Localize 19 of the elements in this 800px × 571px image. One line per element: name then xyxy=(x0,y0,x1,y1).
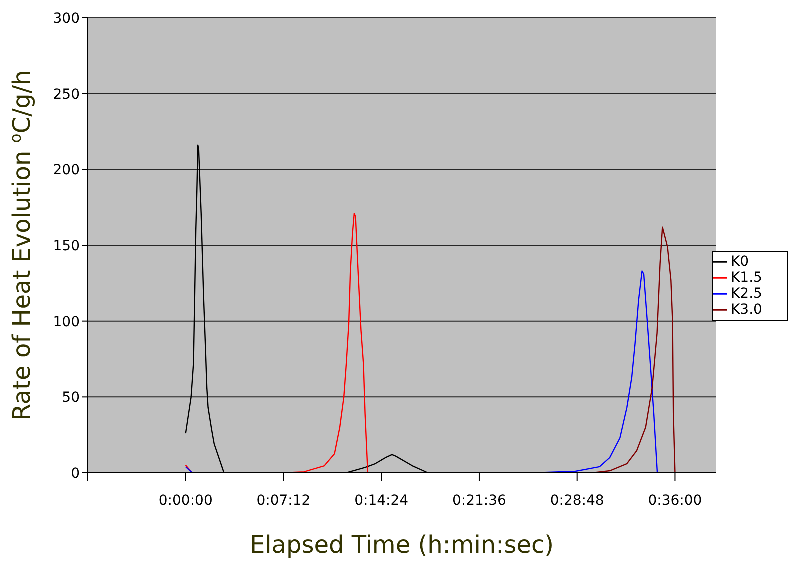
y-tick-label: 250 xyxy=(53,86,80,103)
y-tick-label: 50 xyxy=(62,390,80,406)
legend-label: K3.0 xyxy=(731,302,762,318)
x-tick-label: 0:28:48 xyxy=(550,492,604,509)
line-series xyxy=(592,226,676,473)
y-tick-label: 300 xyxy=(53,10,80,27)
x-axis-title: Elapsed Time (h:min:sec) xyxy=(250,531,554,559)
legend-label: K0 xyxy=(731,254,750,270)
x-tick-label: 0:36:00 xyxy=(648,492,702,509)
legend-label: K1.5 xyxy=(731,270,762,286)
y-tick-label: 0 xyxy=(71,466,80,482)
x-tick-label: 0:07:12 xyxy=(256,492,311,509)
x-tick-label: 0:21:36 xyxy=(452,492,507,509)
x-tick-label: 0:14:24 xyxy=(354,492,409,509)
legend-label: K2.5 xyxy=(731,286,762,302)
x-tick-label: 0:00:00 xyxy=(158,492,213,509)
y-tick-label: 100 xyxy=(53,314,80,330)
y-tick-label: 150 xyxy=(53,238,80,254)
y-tick-label: 200 xyxy=(53,162,80,179)
